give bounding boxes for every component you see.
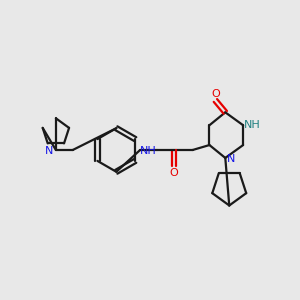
Text: N: N — [45, 146, 53, 156]
Text: O: O — [169, 168, 178, 178]
Text: N: N — [227, 154, 236, 164]
Text: NH: NH — [140, 146, 156, 156]
Text: NH: NH — [244, 120, 260, 130]
Text: O: O — [211, 88, 220, 98]
